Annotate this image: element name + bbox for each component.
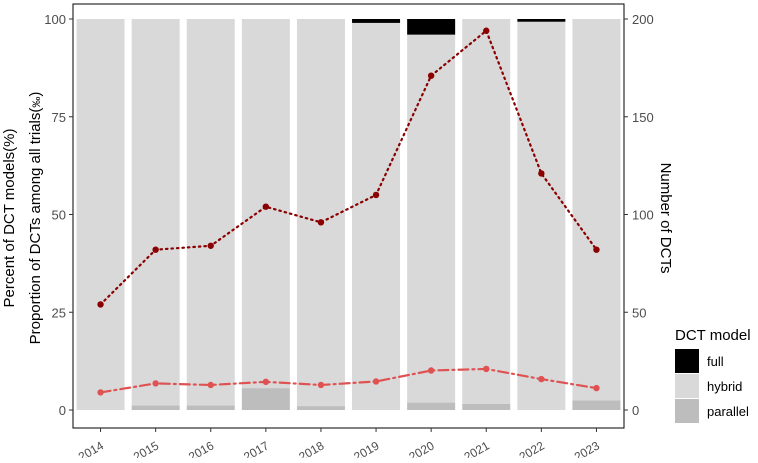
y-axis-label-secondary: Proportion of DCTs among all trials(‰) xyxy=(27,92,44,345)
bar-parallel-2023 xyxy=(572,400,621,410)
bar-hybrid-2023 xyxy=(572,19,621,401)
point-count-2015 xyxy=(152,246,159,253)
line-series xyxy=(97,27,600,396)
point-proportion-2016 xyxy=(207,381,214,389)
bar-hybrid-2021 xyxy=(462,19,511,404)
point-count-2022 xyxy=(538,170,545,177)
point-proportion-2023 xyxy=(593,384,600,392)
bar-hybrid-2019 xyxy=(352,22,401,410)
y-axis-label-secondary-unit: ‰ xyxy=(31,97,43,108)
legend-label-hybrid: hybrid xyxy=(707,379,742,394)
bar-parallel-2016 xyxy=(186,405,235,410)
point-proportion-2014 xyxy=(97,389,104,396)
point-count-2021 xyxy=(483,27,490,34)
x-tick-label: 2019 xyxy=(351,438,381,458)
bar-hybrid-2014 xyxy=(76,19,125,410)
bar-parallel-2017 xyxy=(241,388,290,410)
bar-hybrid-2022 xyxy=(517,21,566,410)
point-count-2020 xyxy=(427,72,435,79)
legend-title: DCT model xyxy=(675,327,751,344)
point-count-2019 xyxy=(372,191,380,199)
bar-hybrid-2020 xyxy=(407,34,456,403)
y-tick-label: 0 xyxy=(59,403,66,418)
point-proportion-2017 xyxy=(262,378,270,386)
x-tick-label: 2020 xyxy=(407,438,437,458)
bar-hybrid-2018 xyxy=(296,19,345,407)
bar-hybrid-2016 xyxy=(186,19,235,406)
bar-full-2019 xyxy=(352,19,401,23)
point-count-2018 xyxy=(317,219,325,226)
y-tick-label: 100 xyxy=(44,12,66,27)
bar-parallel-2015 xyxy=(131,405,180,410)
y-tick-label: 25 xyxy=(52,305,66,320)
y2-axis-label: Number of DCTs xyxy=(657,163,674,274)
x-tick-label: 2021 xyxy=(462,438,492,458)
legend-swatch-parallel xyxy=(675,399,699,423)
bar-full-2022 xyxy=(517,19,566,22)
y2-tick-label: 0 xyxy=(632,403,639,418)
point-proportion-2022 xyxy=(538,375,545,383)
y2-tick-label: 200 xyxy=(632,12,654,27)
y2-tick-label: 100 xyxy=(632,208,654,223)
legend-label-full: full xyxy=(707,354,724,369)
legend-label-parallel: parallel xyxy=(707,404,749,419)
x-tick-label: 2016 xyxy=(186,438,216,458)
point-count-2014 xyxy=(97,301,104,308)
point-proportion-2020 xyxy=(427,367,435,374)
legend-swatch-hybrid xyxy=(675,374,699,398)
point-proportion-2015 xyxy=(152,380,159,387)
x-tick-label: 2017 xyxy=(241,438,271,458)
y-tick-label: 50 xyxy=(52,208,66,223)
y2-tick-label: 50 xyxy=(632,305,646,320)
x-tick-label: 2023 xyxy=(572,438,602,458)
y2-tick-label: 150 xyxy=(632,110,654,125)
bar-full-2020 xyxy=(407,19,456,35)
y-tick-label: 75 xyxy=(52,110,66,125)
line-count xyxy=(99,28,598,306)
point-proportion-2021 xyxy=(483,365,490,373)
bar-parallel-2018 xyxy=(296,406,345,410)
point-proportion-2018 xyxy=(317,381,325,389)
y-axis-label-secondary-text: Proportion of DCTs among all trials( xyxy=(27,108,44,345)
legend: DCT model full hybrid parallel xyxy=(675,327,751,423)
y-axis-label-secondary-end: ) xyxy=(27,92,44,97)
x-tick-label: 2022 xyxy=(517,438,547,458)
plot-frame xyxy=(72,3,625,429)
x-tick-label: 2014 xyxy=(76,438,106,458)
x-tick-label: 2015 xyxy=(131,438,161,458)
point-count-2023 xyxy=(593,246,600,253)
bar-hybrid-2015 xyxy=(131,19,180,406)
legend-swatch-full xyxy=(675,349,699,373)
point-count-2016 xyxy=(207,242,214,249)
y-axis-label-primary: Percent of DCT models(%) xyxy=(1,129,18,308)
stacked-bars xyxy=(76,19,621,410)
line-proportion xyxy=(99,367,598,394)
point-count-2017 xyxy=(262,203,270,210)
bar-parallel-2021 xyxy=(462,403,511,410)
bar-parallel-2020 xyxy=(407,402,456,410)
x-tick-label: 2018 xyxy=(296,438,326,458)
point-proportion-2019 xyxy=(372,378,380,385)
